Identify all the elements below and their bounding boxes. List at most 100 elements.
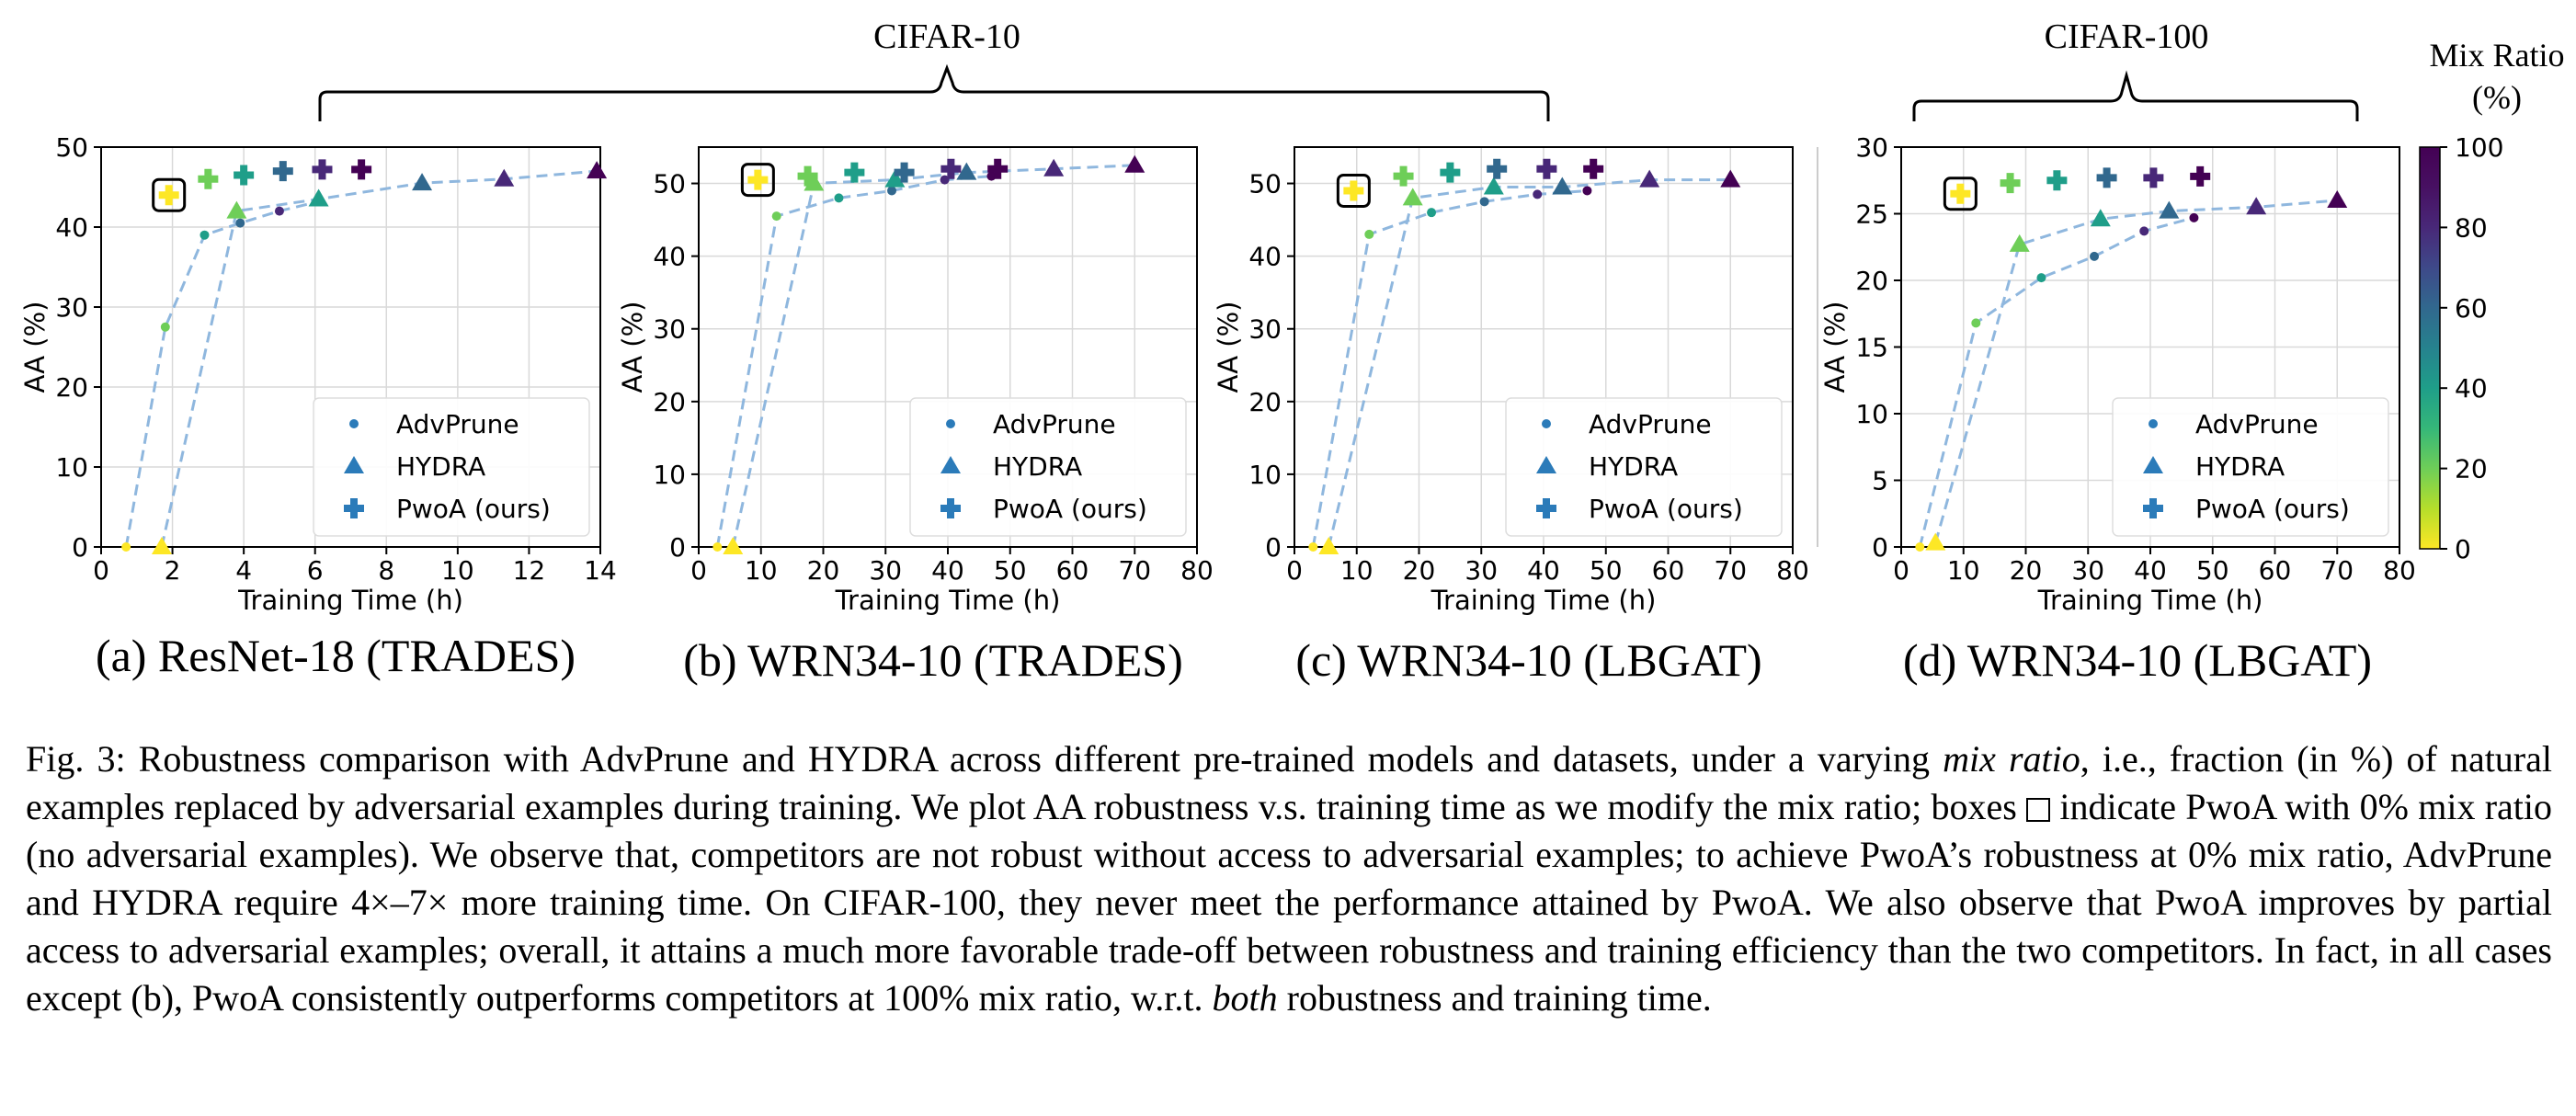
advprune-point [1915, 542, 1925, 552]
y-tick-label: 10 [1855, 399, 1888, 429]
trend-line-hydra [731, 164, 1135, 548]
legend: AdvPrune HYDRA PwoA (ours) [313, 397, 590, 537]
hydra-point [1720, 169, 1741, 188]
legend-label: HYDRA [993, 451, 1082, 482]
group-label-cifar100: CIFAR-100 [2045, 17, 2209, 56]
trend-line-hydra [1327, 178, 1731, 548]
colorbar-tick-label: 80 [2455, 212, 2488, 243]
x-tick-label: 6 [307, 555, 324, 586]
advprune-point [940, 175, 950, 185]
brace-cifar10 [318, 63, 1550, 121]
pwoa-point [987, 158, 1009, 179]
hydra-point [1483, 177, 1504, 195]
pwoa-zero-mix-box [1943, 177, 1978, 211]
legend-plus-icon [1536, 498, 1556, 518]
pwoa-point [844, 162, 865, 183]
pwoa-point [198, 168, 219, 189]
pwoa-point [2096, 167, 2117, 188]
pwoa-point [2046, 170, 2068, 191]
x-tick-label: 20 [807, 555, 840, 586]
advprune-point [1479, 197, 1489, 207]
hydra-point [1318, 537, 1339, 554]
caption-intro: Fig. 3: Robustness comparison with AdvPr… [26, 738, 1943, 780]
x-tick-label: 70 [1714, 555, 1747, 586]
y-tick-label: 10 [653, 460, 686, 490]
colorbar-tick-label: 60 [2455, 293, 2488, 324]
subtitle-d: (d) WRN34-10 (LBGAT) [1903, 634, 2372, 686]
hydra-point [2327, 190, 2348, 208]
pwoa-point [2000, 173, 2021, 194]
colorbar-tick-label: 20 [2455, 454, 2488, 484]
hydra-point [2159, 200, 2180, 219]
pwoa-point [940, 158, 962, 179]
y-tick-label: 20 [1248, 387, 1282, 417]
x-tick-label: 60 [2259, 555, 2292, 586]
colorbar-tick-label: 100 [2455, 132, 2503, 163]
colorbar-unit: (%) [2472, 79, 2522, 116]
hydra-point [494, 168, 515, 187]
legend-triangle-icon [940, 456, 961, 473]
pwoa-point [272, 161, 293, 182]
legend-box [313, 397, 590, 537]
advprune-point [121, 542, 131, 552]
advprune-point [2189, 212, 2199, 222]
advprune-point [834, 193, 844, 203]
trend-line-advprune [1918, 216, 2194, 548]
legend-label: AdvPrune [2195, 409, 2319, 439]
advprune-point [199, 230, 210, 240]
subtitle-b: (b) WRN34-10 (TRADES) [683, 634, 1182, 686]
x-tick-label: 12 [513, 555, 546, 586]
x-tick-label: 14 [584, 555, 617, 586]
advprune-point [712, 542, 723, 552]
x-tick-label: 10 [745, 555, 778, 586]
x-tick-label: 0 [93, 555, 109, 586]
legend-plus-icon [2143, 498, 2163, 518]
y-tick-label: 10 [55, 452, 88, 483]
pwoa-point [1440, 162, 1461, 183]
x-tick-label: 30 [1465, 555, 1498, 586]
pwoa-point [894, 162, 915, 183]
legend-triangle-icon [2143, 456, 2163, 473]
x-tick-label: 50 [1590, 555, 1623, 586]
pwoa-point [158, 185, 179, 206]
advprune-point [1427, 208, 1437, 218]
legend-dot-icon [1542, 419, 1551, 428]
box-square-icon [2026, 798, 2051, 822]
legend-plus-icon [344, 498, 364, 518]
hydra-point [723, 537, 744, 554]
y-tick-label: 0 [669, 532, 686, 563]
legend-box [1505, 397, 1783, 537]
x-tick-label: 80 [1180, 555, 1214, 586]
x-tick-label: 10 [441, 555, 474, 586]
legend-box [909, 397, 1187, 537]
advprune-point [986, 171, 997, 181]
trend-line-advprune [1311, 189, 1588, 548]
subtitle-a: (a) ResNet-18 (TRADES) [96, 630, 576, 681]
pwoa-point [351, 159, 372, 180]
x-tick-label: 20 [1403, 555, 1436, 586]
advprune-point [160, 322, 170, 332]
figure-caption: Fig. 3: Robustness comparison with AdvPr… [26, 735, 2552, 1022]
legend-label: PwoA (ours) [396, 494, 551, 524]
y-tick-label: 0 [1265, 532, 1282, 563]
y-tick-label: 30 [55, 292, 88, 323]
advprune-point [274, 206, 284, 216]
x-tick-label: 70 [2320, 555, 2354, 586]
legend-dot-icon [349, 419, 359, 428]
trend-line-hydra [1933, 199, 2338, 544]
x-tick-label: 10 [1947, 555, 1980, 586]
x-tick-label: 80 [2383, 555, 2416, 586]
y-tick-label: 0 [72, 532, 88, 563]
pwoa-point [2143, 167, 2164, 188]
legend-box [2112, 397, 2389, 537]
y-tick-label: 50 [1248, 169, 1282, 199]
y-tick-label: 25 [1855, 199, 1888, 230]
pwoa-point [2190, 165, 2211, 187]
trend-line-advprune [124, 199, 319, 548]
hydra-point [1124, 154, 1146, 173]
y-axis-label: AA (%) [617, 302, 648, 393]
legend-triangle-icon [1536, 456, 1556, 473]
legend-dot-icon [2149, 419, 2158, 428]
